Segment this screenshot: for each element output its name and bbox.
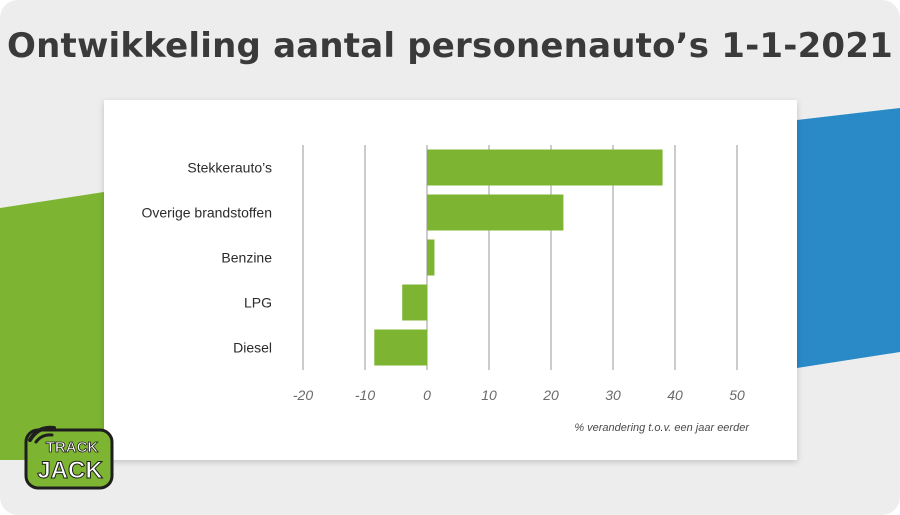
green-accent-shape <box>0 192 104 460</box>
logo-signal-arc <box>28 425 56 442</box>
x-tick-label: -10 <box>355 387 375 403</box>
page-title: Ontwikkeling aantal personenauto’s 1-1-2… <box>6 26 893 66</box>
category-label: Diesel <box>233 340 272 356</box>
bar-3 <box>427 239 435 276</box>
x-axis-label: % verandering t.o.v. een jaar eerder <box>574 422 750 434</box>
bar-1 <box>427 149 663 186</box>
track-jack-logo-icon: TRACK JACK <box>24 425 114 490</box>
x-tick-label: -20 <box>293 387 313 403</box>
x-tick-label: 10 <box>481 387 497 403</box>
bar-5 <box>374 329 427 366</box>
bar-4 <box>402 284 427 321</box>
category-label: Overige brandstoffen <box>142 205 273 221</box>
x-tick-label: 30 <box>605 387 621 403</box>
category-label: Benzine <box>221 250 272 266</box>
logo-signal-arc-inner <box>34 433 54 444</box>
logo-text-track: TRACK <box>46 439 99 456</box>
x-tick-label: 20 <box>542 387 559 403</box>
bar-chart: Stekkerauto’s Overige brandstoffen Benzine… <box>142 145 750 434</box>
logo-badge <box>24 428 114 490</box>
blue-accent-shape <box>797 108 900 368</box>
logo-text-jack: JACK <box>37 457 103 484</box>
category-label: LPG <box>244 295 272 311</box>
x-tick-label: 0 <box>423 387 431 403</box>
x-tick-label: 50 <box>729 387 745 403</box>
x-tick-label: 40 <box>667 387 683 403</box>
chart-card: Stekkerauto’s Overige brandstoffen Benzine… <box>104 100 797 460</box>
bar-2 <box>427 194 564 231</box>
category-label: Stekkerauto’s <box>187 160 272 176</box>
